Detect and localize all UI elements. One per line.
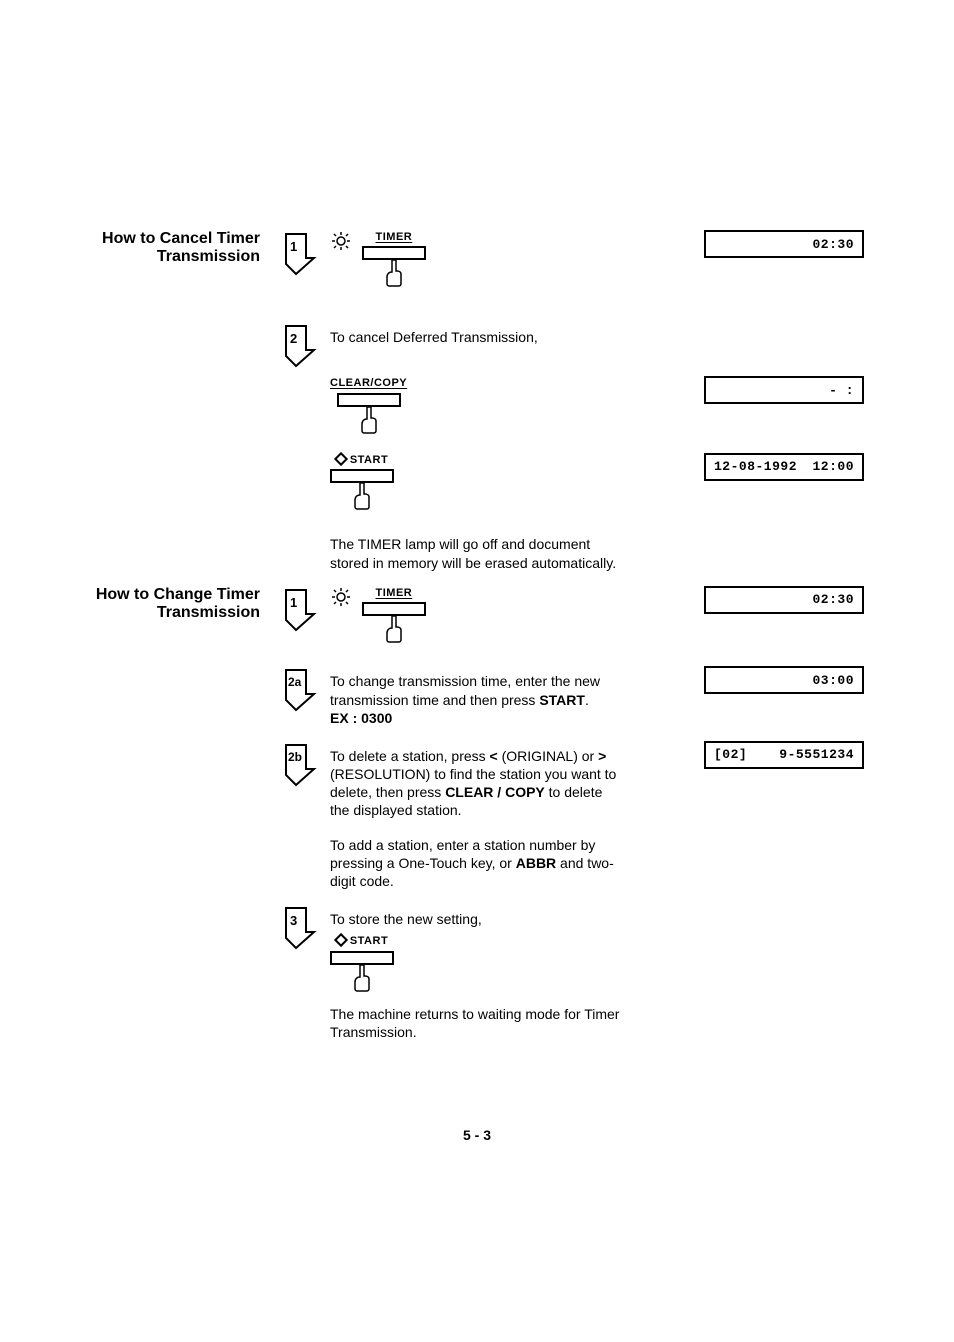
start-button: START: [330, 934, 394, 996]
timer-button: TIMER: [362, 586, 426, 648]
step-marker-2: 2: [282, 324, 318, 368]
lcd-station: [02]: [714, 747, 747, 762]
lcd-number: 9-5551234: [779, 747, 854, 762]
cancel-heading: How to Cancel Timer Transmission: [60, 230, 270, 267]
press-hand-icon: [347, 481, 377, 511]
lcd-date: 12-08-1992: [714, 459, 797, 474]
lcd-display: [02] 9-5551234: [704, 741, 864, 769]
lcd-display: 02:30: [704, 230, 864, 258]
step2-intro-text: To cancel Deferred Transmission,: [330, 328, 620, 346]
clear-copy-button: CLEAR/COPY: [330, 376, 407, 438]
manual-page: How to Cancel Timer Transmission 1: [0, 0, 954, 1203]
button-label: TIMER: [362, 230, 426, 244]
lcd-display: - :: [704, 376, 864, 404]
lcd-display: 02:30: [704, 586, 864, 614]
start-button: START: [330, 453, 394, 515]
lcd-display: 03:00: [704, 666, 864, 694]
step2-outro-text: The TIMER lamp will go off and document …: [330, 535, 620, 571]
step2b-add-text: To add a station, enter a station number…: [330, 836, 620, 891]
cancel-step1-row: How to Cancel Timer Transmission 1: [60, 230, 894, 292]
step2a-text: To change transmission time, enter the n…: [330, 672, 620, 727]
step-number: 1: [290, 239, 297, 254]
press-hand-icon: [347, 963, 377, 993]
step-number: 2a: [288, 675, 301, 689]
page-number: 5 - 3: [60, 1127, 894, 1143]
step2b-delete-text: To delete a station, press < (ORIGINAL) …: [330, 747, 620, 820]
step-marker-2b: 2b: [282, 743, 318, 787]
step-number: 3: [290, 913, 297, 928]
press-hand-icon: [379, 258, 409, 288]
lcd-time: 12:00: [812, 459, 854, 474]
step-marker-2a: 2a: [282, 668, 318, 712]
button-label: TIMER: [362, 586, 426, 600]
step3-intro-text: To store the new setting,: [330, 910, 620, 928]
step-marker-3: 3: [282, 906, 318, 950]
timer-lamp-icon: [330, 230, 352, 256]
step-number: 1: [290, 595, 297, 610]
step3-outro-text: The machine returns to waiting mode for …: [330, 1005, 620, 1041]
button-label: START: [330, 934, 394, 948]
step-marker-1b: 1: [282, 588, 318, 632]
timer-button: TIMER: [362, 230, 426, 292]
change-heading: How to Change Timer Transmission: [60, 586, 270, 623]
step-marker-1: 1: [282, 232, 318, 276]
lcd-display: 12-08-1992 12:00: [704, 453, 864, 481]
button-label: CLEAR/COPY: [330, 376, 407, 390]
press-hand-icon: [379, 614, 409, 644]
timer-lamp-icon: [330, 586, 352, 612]
step-number: 2: [290, 331, 297, 346]
step-number: 2b: [288, 750, 302, 764]
press-hand-icon: [354, 405, 384, 435]
button-label: START: [330, 453, 394, 467]
